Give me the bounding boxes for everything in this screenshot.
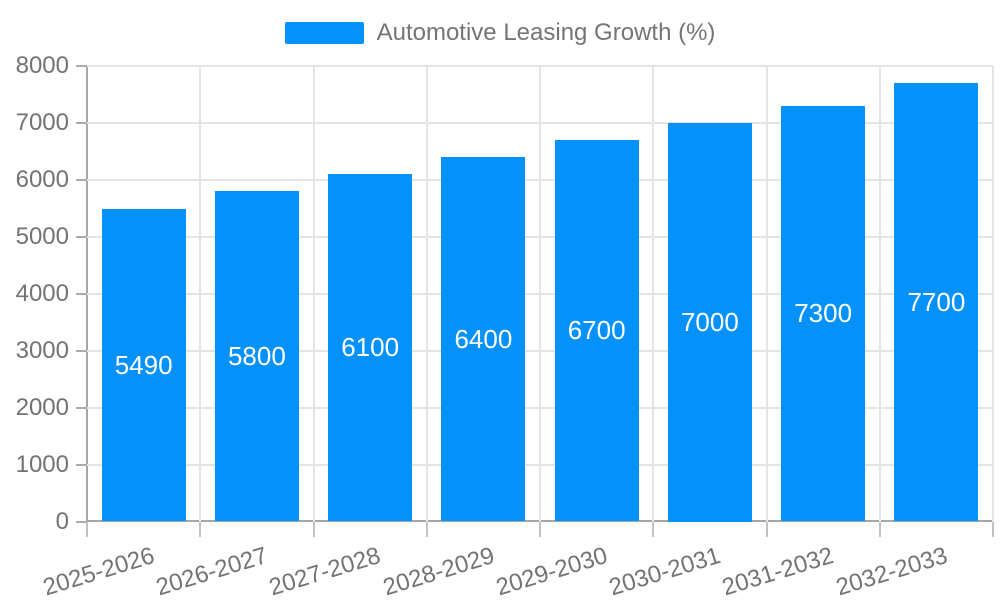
bar-value-label: 7700 xyxy=(907,286,966,317)
y-tick-mark xyxy=(76,121,87,124)
y-tick-mark xyxy=(76,292,87,295)
bar[interactable]: 6400 xyxy=(441,157,526,522)
x-tick-label: 2027-2028 xyxy=(266,541,385,600)
bar-value-label: 5800 xyxy=(227,340,286,371)
bar[interactable]: 6100 xyxy=(328,174,413,522)
y-tick-label: 7000 xyxy=(15,108,69,136)
y-tick-mark xyxy=(76,463,87,466)
x-tick-label: 2025-2026 xyxy=(39,541,158,600)
x-gridline xyxy=(425,66,428,522)
bar-value-label: 6100 xyxy=(341,332,400,363)
bar[interactable]: 7700 xyxy=(894,83,979,522)
x-tick-mark xyxy=(765,522,768,537)
y-tick-label: 0 xyxy=(55,507,69,535)
x-tick-mark xyxy=(199,522,202,537)
x-tick-mark xyxy=(992,522,994,537)
bar[interactable]: 5800 xyxy=(214,191,299,522)
x-tick-mark xyxy=(425,522,428,537)
x-tick-label: 2029-2030 xyxy=(492,541,611,600)
x-tick-label: 2030-2031 xyxy=(606,541,724,600)
y-tick-mark xyxy=(76,349,87,352)
bar[interactable]: 7300 xyxy=(781,105,866,522)
legend-swatch-icon xyxy=(284,22,364,44)
bar-value-label: 6400 xyxy=(454,323,513,354)
x-tick-mark xyxy=(878,522,881,537)
legend: Automotive Leasing Growth (%) xyxy=(0,20,1000,46)
y-tick-label: 2000 xyxy=(15,393,69,421)
x-tick-mark xyxy=(539,522,541,537)
bar[interactable]: 7000 xyxy=(667,122,752,522)
legend-item-automotive-leasing[interactable]: Automotive Leasing Growth (%) xyxy=(284,19,716,46)
x-tick-mark xyxy=(312,522,315,537)
y-tick-mark xyxy=(76,235,87,238)
y-tick-label: 4000 xyxy=(15,279,69,307)
y-tick-mark xyxy=(76,406,87,409)
y-tick-label: 5000 xyxy=(15,222,69,250)
y-tick-mark xyxy=(76,520,87,523)
legend-label: Automotive Leasing Growth (%) xyxy=(376,19,716,46)
y-tick-label: 6000 xyxy=(15,165,69,193)
bar-value-label: 6700 xyxy=(567,315,626,346)
bar-value-label: 7300 xyxy=(794,298,853,329)
x-gridline xyxy=(992,66,994,522)
y-tick-label: 1000 xyxy=(15,450,69,478)
x-tick-mark xyxy=(652,522,655,537)
x-gridline xyxy=(652,66,655,522)
x-tick-label: 2031-2032 xyxy=(719,541,838,600)
x-gridline xyxy=(765,66,768,522)
x-tick-label: 2032-2033 xyxy=(832,541,951,600)
x-tick-mark xyxy=(86,522,88,537)
y-tick-label: 3000 xyxy=(15,336,69,364)
bar-value-label: 7000 xyxy=(680,306,739,337)
y-tick-label: 8000 xyxy=(15,52,69,79)
y-tick-mark xyxy=(76,178,87,181)
x-tick-label: 2026-2027 xyxy=(153,541,271,600)
x-gridline xyxy=(199,66,202,522)
x-gridline xyxy=(539,66,541,522)
x-gridline xyxy=(878,66,881,522)
x-tick-label: 2028-2029 xyxy=(379,541,498,600)
bar[interactable]: 5490 xyxy=(101,208,186,522)
bar-value-label: 5490 xyxy=(114,349,173,380)
bar[interactable]: 6700 xyxy=(554,140,639,522)
y-tick-mark xyxy=(76,65,87,67)
x-gridline xyxy=(312,66,315,522)
